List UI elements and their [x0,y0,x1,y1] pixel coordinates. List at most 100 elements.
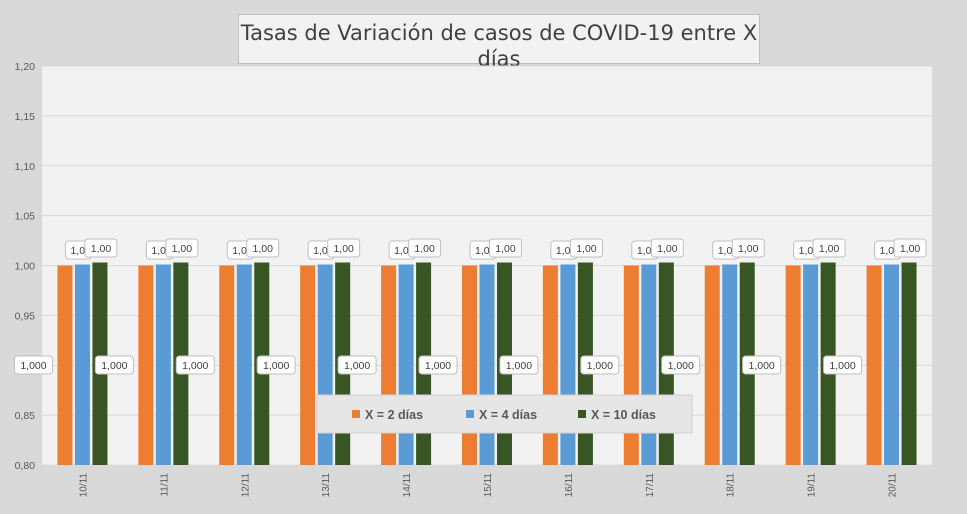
legend-swatch [466,410,474,418]
data-label: 1,0 [232,245,247,257]
bar [92,262,108,465]
data-label-box [256,355,296,375]
data-label-box [793,240,821,260]
bar [254,262,270,465]
data-label: 1,0 [394,245,409,257]
data-label: 1,00 [91,243,112,255]
data-label: 1,000 [829,360,855,372]
data-label-box [165,238,199,258]
data-label-box [388,240,416,260]
y-tick-label: 0,85 [15,410,36,422]
bar [497,262,512,465]
bar [542,265,558,465]
bar [820,262,836,465]
legend-label: X = 2 días [365,408,423,422]
data-label: 1,00 [900,243,921,255]
x-tick-label: 19/11 [807,473,818,498]
bar [219,265,235,465]
data-label-box [812,238,846,258]
data-label-box [175,355,215,375]
legend-swatch [352,410,360,418]
data-label: 1,0 [637,245,652,257]
data-label-box [874,240,902,260]
data-label-box [408,238,442,258]
data-label: 1,0 [475,245,490,257]
x-tick-label: 15/11 [483,473,494,498]
bar [300,265,316,465]
bar [398,264,414,465]
bar [722,264,738,465]
x-tick-label: 13/11 [321,473,332,498]
bar [462,265,477,465]
bar [416,262,432,465]
data-label: 1,00 [495,243,516,255]
bar [173,262,189,465]
plot-area [42,66,932,465]
x-tick-label: 11/11 [159,473,170,497]
data-label-box [226,240,254,260]
data-label-box [13,355,53,375]
bar [155,264,171,465]
bar [577,262,593,465]
data-label-box [84,238,118,258]
data-label-box [307,240,335,260]
bar [74,264,90,465]
data-label-box [569,238,603,258]
bar [317,264,333,465]
data-label-box [246,238,280,258]
y-tick-label: 1,15 [15,111,36,123]
y-tick-label: 1,20 [15,61,36,73]
data-label: 1,000 [748,360,774,372]
bar [560,264,576,465]
data-label: 1,000 [668,360,694,372]
x-tick-label: 18/11 [726,473,737,498]
data-label: 1,0 [556,245,571,257]
data-label: 1,00 [657,243,678,255]
x-tick-label: 20/11 [888,473,899,498]
bar [658,262,674,465]
bar [739,262,755,465]
data-label: 1,000 [182,360,208,372]
chart-title: Tasas de Variación de casos de COVID-19 … [240,21,758,71]
data-label-box [712,240,740,260]
bar [335,262,351,465]
x-tick-label: 10/11 [78,473,89,498]
data-label: 1,00 [738,243,759,255]
bar [381,265,397,465]
chart-title-box: Tasas de Variación de casos de COVID-19 … [238,14,760,85]
data-label-box [337,355,377,375]
x-tick-label: 14/11 [402,473,413,498]
data-label-box [469,240,497,260]
data-label: 1,0 [151,245,166,257]
data-label: 1,00 [576,243,597,255]
data-label: 1,000 [587,360,613,372]
data-label-box [580,355,620,375]
data-label-box [489,238,522,258]
data-label: 1,0 [880,245,895,257]
data-label-box [145,240,173,260]
data-label: 1,0 [799,245,814,257]
data-label-box [731,238,765,258]
data-label: 1,000 [344,360,370,372]
data-label: 1,000 [101,360,127,372]
legend-swatch [578,410,586,418]
data-label: 1,00 [333,243,354,255]
data-label-box [661,355,701,375]
bar [884,264,900,465]
x-tick-label: 12/11 [240,473,251,498]
x-tick-label: 17/11 [645,473,656,498]
bar [623,265,639,465]
bar [785,265,801,465]
data-label-box [327,238,361,258]
bar [479,264,495,465]
data-label-box [499,355,539,375]
data-label: 1,0 [313,245,328,257]
data-label-box [64,240,92,260]
bar [866,265,882,465]
data-label-box [742,355,782,375]
chart-subtitle: (desde el 10/11/2021) [445,73,553,85]
y-tick-label: 1,10 [15,161,36,173]
data-label: 1,000 [425,360,451,372]
bar [57,265,73,465]
